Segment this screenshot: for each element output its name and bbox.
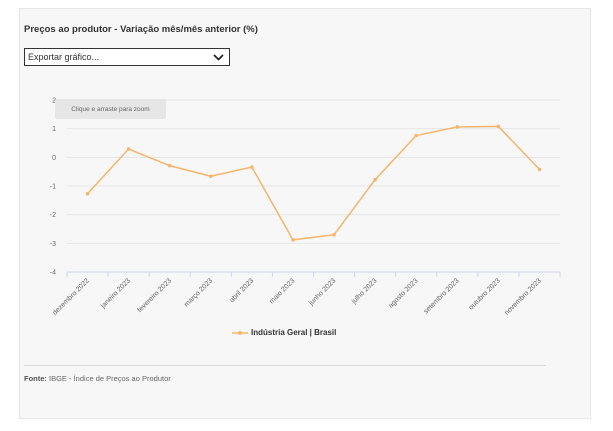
chart-card [19, 8, 591, 419]
zoom-hint-button[interactable]: Clique e arraste para zoom [55, 99, 166, 119]
source-text: IBGE - Índice de Preços ao Produtor [49, 374, 171, 383]
data-point [332, 232, 336, 237]
chart-legend[interactable]: Indústria Geral | Brasil [232, 328, 336, 337]
x-tick-label: agosto 2023 [387, 277, 419, 309]
data-point [373, 177, 377, 182]
x-tick-label: dezembro 2022 [52, 277, 91, 316]
y-tick-label: 0 [52, 155, 56, 162]
x-tick-label: outubro 2023 [468, 277, 502, 311]
source-label: Fonte: [24, 374, 47, 383]
data-point [167, 163, 172, 168]
data-point [414, 133, 419, 138]
data-point [126, 147, 131, 151]
data-point [208, 174, 213, 179]
y-tick-label: -1 [50, 184, 56, 191]
data-point [85, 191, 90, 196]
data-point [291, 238, 295, 242]
divider [24, 365, 546, 366]
data-point [455, 125, 460, 129]
legend-line-marker-icon [232, 330, 248, 335]
x-tick-label: setembro 2023 [423, 277, 461, 315]
export-select-value: Exportar gráfico... [28, 52, 100, 62]
chart-source: Fonte: IBGE - Índice de Preços ao Produt… [24, 374, 171, 383]
series-line [86, 125, 541, 241]
x-tick-label: abril 2023 [229, 277, 256, 304]
x-axis: dezembro 2022 janeiro 2023 fevereiro 2023 m… [52, 271, 561, 317]
export-chart-select[interactable]: Exportar gráfico... [24, 48, 230, 66]
grid-lines [67, 99, 560, 244]
x-tick-label: maio 2023 [268, 277, 296, 305]
series-industria-geral [85, 124, 542, 242]
y-tick-label: -3 [50, 241, 56, 248]
x-tick-label: março 2023 [183, 277, 214, 308]
x-tick-label: janeiro 2023 [99, 277, 132, 310]
x-tick-label: julho 2023 [350, 277, 379, 306]
data-point [496, 124, 501, 129]
x-tick-label: junho 2023 [307, 277, 337, 307]
y-tick-label: 2 [52, 98, 56, 105]
x-tick-label: fevereiro 2023 [137, 277, 174, 314]
chart-title: Preços ao produtor - Variação mês/mês an… [24, 24, 258, 35]
legend-series-label: Indústria Geral | Brasil [251, 328, 337, 337]
y-tick-label: -2 [50, 212, 56, 219]
x-tick-label: novembro 2023 [504, 277, 543, 316]
y-tick-label: -4 [50, 270, 56, 277]
chevron-down-icon [213, 54, 224, 61]
data-point [537, 167, 542, 172]
data-point [250, 165, 254, 169]
y-tick-label: 1 [52, 126, 56, 133]
y-axis: 2 1 0 -1 -2 -3 -4 [50, 98, 56, 277]
